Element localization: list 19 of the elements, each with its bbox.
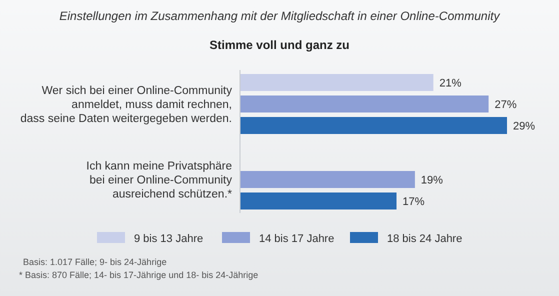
legend-label: 18 bis 24 Jahre xyxy=(387,233,462,245)
bar xyxy=(240,96,489,112)
data-label: 29% xyxy=(513,120,536,132)
y-tick-label: Ich kann meine Privatsphäre bei einer Online-Community ausreichend schützen.* xyxy=(86,160,233,200)
legend-label: 14 bis 17 Jahre xyxy=(259,233,334,245)
text: * Basis: 870 Fälle; 14- bis 17-Jährige und 18- bis 24-Jährige xyxy=(19,270,258,280)
chart-subtitle: Stimme voll und ganz zu xyxy=(209,38,350,52)
data-label: 27% xyxy=(494,99,517,111)
bar xyxy=(240,171,415,188)
data-label: 17% xyxy=(402,196,425,208)
y-tick-label: Wer sich bei einer Online-Community anmeldet, muss damit rechnen, dass seine Daten weitergegeben werden. xyxy=(20,85,232,125)
chart-title: Einstellungen im Zusammenhang mit der Mitgliedschaft in einer Online-Community xyxy=(59,9,501,23)
bar xyxy=(240,192,397,210)
bar xyxy=(240,74,434,91)
data-label: 21% xyxy=(439,78,462,90)
legend-label: 9 bis 13 Jahre xyxy=(134,233,204,245)
text: Basis: 1.017 Fälle; 9- bis 24-Jährige xyxy=(23,257,167,267)
bar xyxy=(240,117,507,134)
data-label: 19% xyxy=(420,174,444,186)
